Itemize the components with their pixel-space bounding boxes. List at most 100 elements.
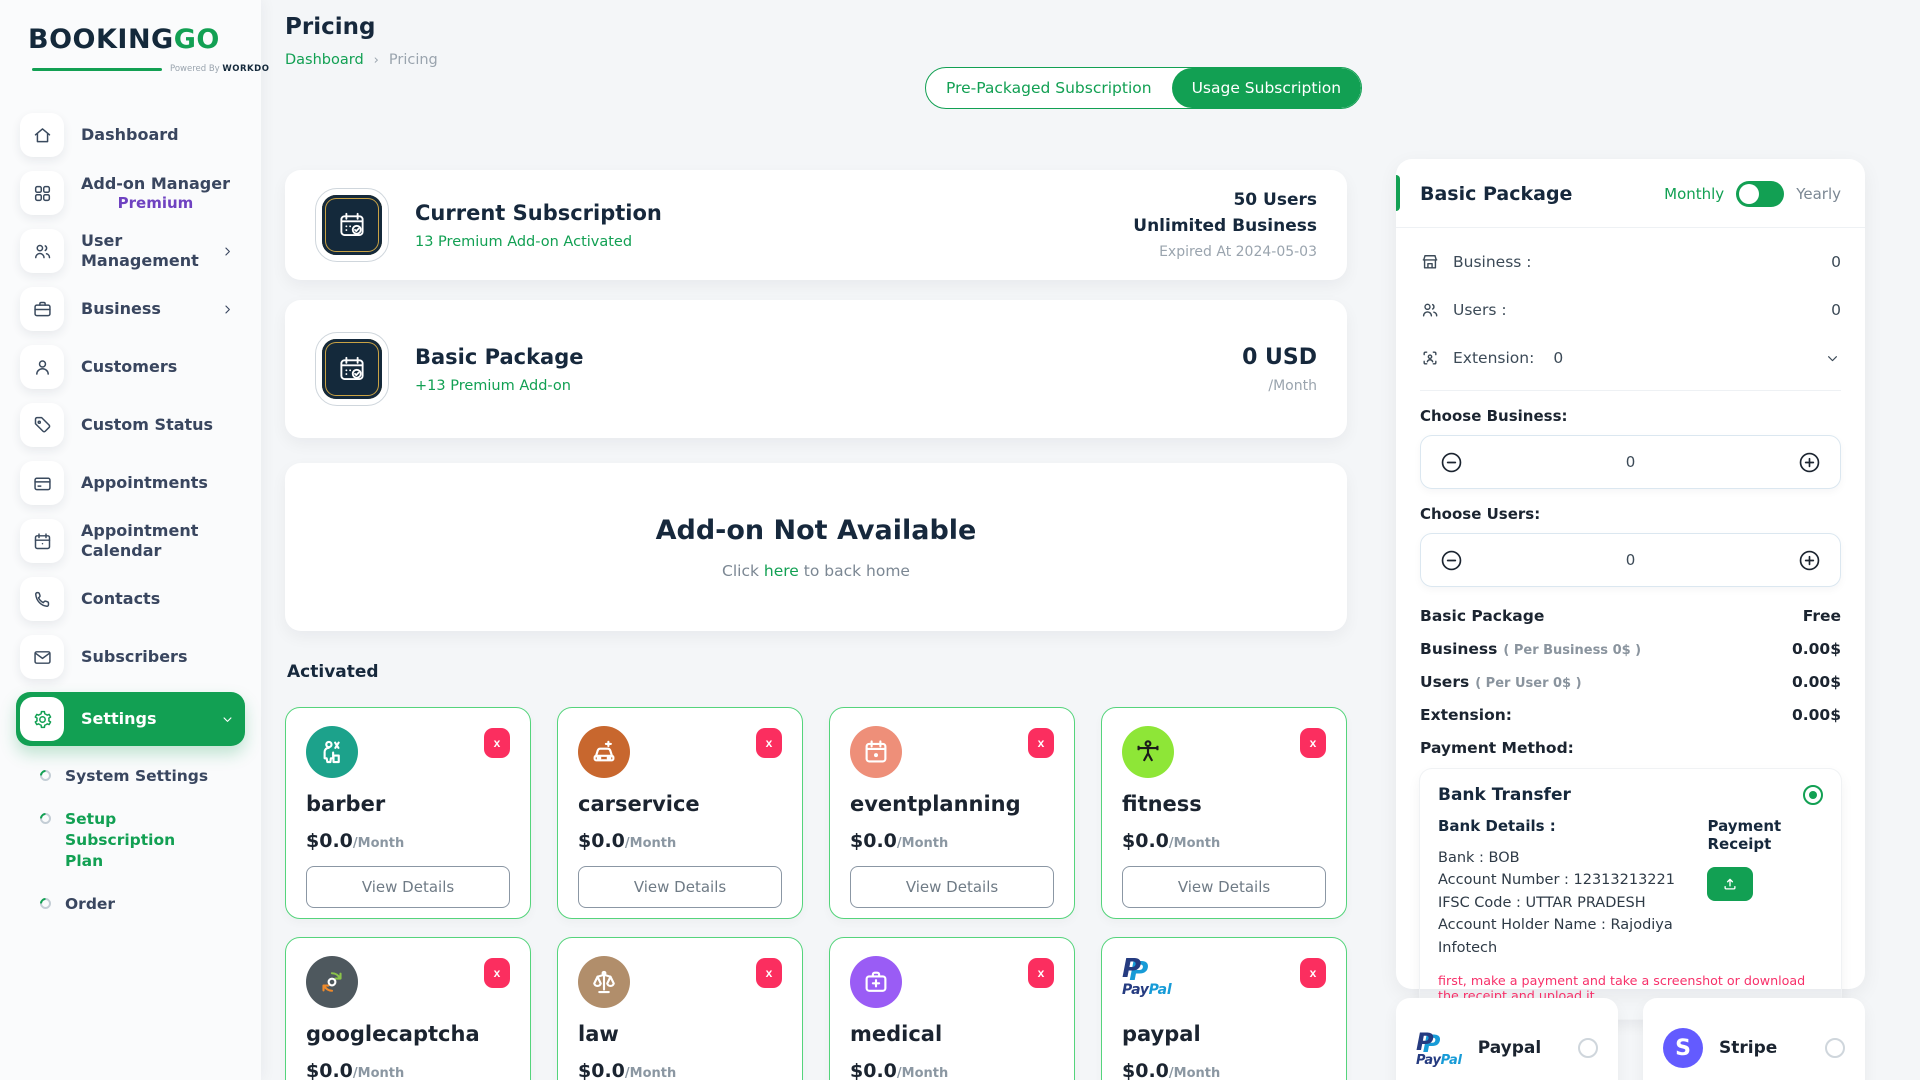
gateway-label: Paypal xyxy=(1477,1038,1542,1058)
paypal-wordmark: PayPal xyxy=(1122,982,1172,998)
remove-addon-button[interactable]: x xyxy=(1028,728,1054,758)
breadcrumb-dashboard-link[interactable]: Dashboard xyxy=(285,52,364,68)
paypal-radio[interactable] xyxy=(1578,1038,1598,1058)
bank-ifsc-code: IFSC Code : UTTAR PRADESH xyxy=(1438,894,1646,911)
summary-value: 0.00$ xyxy=(1791,640,1841,658)
close-icon: x xyxy=(1037,736,1045,750)
panel-accent-bar xyxy=(1396,175,1400,211)
sidebar-item-appointment-calendar[interactable]: Appointment Calendar xyxy=(16,518,245,564)
user-icon xyxy=(20,345,64,389)
addon-card-fitness: x fitness $0.0/Month View Details xyxy=(1101,707,1347,919)
tab-pre-packaged-subscription[interactable]: Pre-Packaged Subscription xyxy=(946,79,1152,97)
submenu-item-setup-subscription-plan[interactable]: Setup Subscription Plan xyxy=(37,809,245,872)
basic-package-card: Basic Package +13 Premium Add-on 0 USD /… xyxy=(285,300,1347,438)
tab-usage-subscription[interactable]: Usage Subscription xyxy=(1171,68,1362,108)
divider xyxy=(1420,390,1841,391)
remove-addon-button[interactable]: x xyxy=(484,728,510,758)
sidebar-item-user-management[interactable]: User Management xyxy=(16,228,245,274)
phone-icon xyxy=(20,577,64,621)
sidebar-item-business[interactable]: Business xyxy=(16,286,245,332)
remove-addon-button[interactable]: x xyxy=(756,958,782,988)
sidebar-item-add-on-manager[interactable]: Add-on Manager Premium xyxy=(16,170,245,216)
users-stepper-value: 0 xyxy=(1625,551,1636,569)
settings-submenu: System Settings Setup Subscription Plan Or… xyxy=(16,758,245,915)
billing-yearly-label[interactable]: Yearly xyxy=(1796,185,1841,203)
sidebar-item-contacts[interactable]: Contacts xyxy=(16,576,245,622)
addon-card-barber: x barber $0.0/Month View Details xyxy=(285,707,531,919)
current-subscription-title: Current Subscription xyxy=(415,200,662,225)
upload-icon xyxy=(1724,878,1737,890)
mail-icon xyxy=(20,635,64,679)
submenu-bullet-icon xyxy=(37,895,54,911)
car-icon xyxy=(578,726,630,778)
summary-value: Free xyxy=(1802,607,1841,625)
view-details-button[interactable]: View Details xyxy=(306,866,510,908)
stat-value: 0 xyxy=(1831,301,1841,319)
breadcrumb-separator-icon: › xyxy=(373,52,379,68)
close-icon: x xyxy=(1309,736,1317,750)
panel-stats: Business : 0 Users : 0 Extension: 0 xyxy=(1420,238,1841,382)
addon-price: $0.0/Month xyxy=(306,1060,405,1080)
remove-addon-button[interactable]: x xyxy=(1300,958,1326,988)
bank-transfer-radio[interactable] xyxy=(1803,785,1823,805)
close-icon: x xyxy=(1309,966,1317,980)
business-stepper-value: 0 xyxy=(1625,453,1636,471)
addon-not-available-card: Add-on Not Available Click here to back … xyxy=(285,463,1347,631)
remove-addon-button[interactable]: x xyxy=(1300,728,1326,758)
business-decrement-button[interactable] xyxy=(1439,450,1464,475)
remove-addon-button[interactable]: x xyxy=(756,728,782,758)
billing-monthly-label[interactable]: Monthly xyxy=(1664,185,1725,203)
sidebar-item-settings[interactable]: Settings xyxy=(16,692,245,746)
stripe-radio[interactable] xyxy=(1825,1038,1845,1058)
billing-toggle[interactable] xyxy=(1736,181,1785,207)
addon-price: $0.0/Month xyxy=(1122,1060,1221,1080)
summary-row: Business ( Per Business 0$ ) 0.00$ xyxy=(1420,640,1841,658)
basic-package-addons: +13 Premium Add-on xyxy=(415,377,571,394)
gateway-card-paypal[interactable]: P P PayPal Paypal xyxy=(1396,998,1618,1080)
addon-price: $0.0/Month xyxy=(1122,830,1221,852)
users-increment-button[interactable] xyxy=(1797,548,1822,573)
stat-inline-value: 0 xyxy=(1553,349,1564,367)
summary-label: Business xyxy=(1420,640,1498,658)
upload-receipt-button[interactable] xyxy=(1707,867,1754,901)
submenu-item-system-settings[interactable]: System Settings xyxy=(37,766,245,787)
summary-row: Extension: 0.00$ xyxy=(1420,706,1841,724)
scales-icon xyxy=(593,970,615,994)
gear-icon xyxy=(20,697,64,741)
sidebar-item-appointments[interactable]: Appointments xyxy=(16,460,245,506)
remove-addon-button[interactable]: x xyxy=(484,958,510,988)
sidebar-item-custom-status[interactable]: Custom Status xyxy=(16,402,245,448)
sidebar-item-subscribers[interactable]: Subscribers xyxy=(16,634,245,680)
gateway-card-stripe[interactable]: S Stripe xyxy=(1643,998,1865,1080)
users-icon xyxy=(1422,303,1438,317)
activated-heading: Activated xyxy=(287,662,379,682)
briefcase-icon xyxy=(33,301,51,316)
sidebar-item-dashboard[interactable]: Dashboard xyxy=(16,112,245,158)
chevron-down-icon[interactable] xyxy=(1824,350,1841,367)
breadcrumb: Dashboard › Pricing xyxy=(285,52,438,68)
users-decrement-button[interactable] xyxy=(1439,548,1464,573)
grid-icon xyxy=(20,171,64,215)
current-subscription-addons: 13 Premium Add-on Activated xyxy=(415,233,633,250)
business-increment-button[interactable] xyxy=(1797,450,1822,475)
addon-name: eventplanning xyxy=(850,792,1021,816)
back-home-link[interactable]: here xyxy=(763,561,799,580)
addon-price: $0.0/Month xyxy=(850,830,949,852)
basic-package-price: 0 USD xyxy=(1242,344,1317,370)
view-details-button[interactable]: View Details xyxy=(1122,866,1326,908)
submenu-item-order[interactable]: Order xyxy=(37,894,245,915)
grid-icon xyxy=(34,185,50,201)
view-details-button[interactable]: View Details xyxy=(850,866,1054,908)
sidebar-item-label: Business xyxy=(81,299,161,318)
stat-value: 0 xyxy=(1831,253,1841,271)
view-details-button[interactable]: View Details xyxy=(578,866,782,908)
sidebar-item-customers[interactable]: Customers xyxy=(16,344,245,390)
payment-receipt-label: Payment Receipt xyxy=(1707,817,1782,853)
sidebar-item-label: Customers xyxy=(81,357,178,376)
fitness-icon xyxy=(1122,726,1174,778)
barber-icon xyxy=(323,740,340,764)
remove-addon-button[interactable]: x xyxy=(1028,958,1054,988)
user-icon xyxy=(35,359,49,375)
brand-name-secondary: GO xyxy=(173,24,220,55)
